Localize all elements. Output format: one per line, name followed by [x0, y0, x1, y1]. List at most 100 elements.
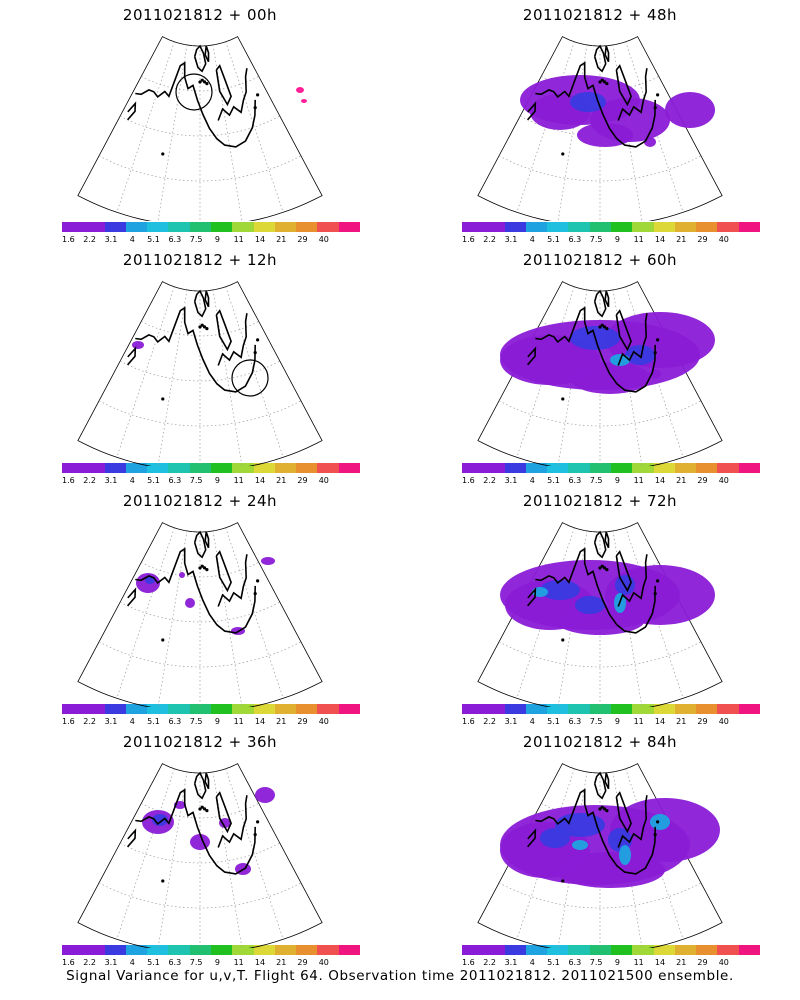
- colorbar-tick-label: 11: [633, 476, 644, 485]
- colorbar-tick-label: 5.1: [547, 235, 560, 244]
- colorbar-tick-label: 29: [697, 476, 708, 485]
- colorbar-segment: [125, 463, 148, 473]
- island: [653, 833, 657, 837]
- latitude-line: [498, 155, 702, 182]
- coastline: [615, 64, 632, 107]
- colorbar-segment: [125, 945, 148, 955]
- island: [600, 805, 604, 809]
- island: [602, 325, 607, 329]
- colorbar-tick-label: 2.2: [83, 235, 97, 244]
- coastline: [217, 554, 248, 607]
- coastline: [604, 531, 610, 549]
- island: [202, 325, 207, 329]
- colorbar-tick-label: 1.6: [62, 476, 75, 485]
- colorbar-tick-label: 21: [276, 717, 287, 726]
- colorbar-segment: [653, 945, 675, 955]
- colorbar-segment: [317, 704, 339, 714]
- island: [656, 338, 660, 342]
- colorbar-tick-label: 40: [318, 717, 329, 726]
- colorbar-tick-label: 4: [529, 476, 535, 485]
- colorbar-tick-label: 7.5: [189, 958, 203, 967]
- coastline: [217, 313, 248, 366]
- map: [477, 36, 723, 221]
- colorbar-tick-label: 7.5: [589, 476, 603, 485]
- colorbar-tick-label: 6.3: [168, 717, 182, 726]
- colorbar-tick-label: 3.1: [504, 958, 518, 967]
- colorbar-labels: 1.6 2.2 3.1 4 5.1 6.3 7.5 9 11 14 21 29 40: [456, 717, 766, 727]
- variance-area: [219, 818, 231, 828]
- colorbar-segment: [504, 704, 526, 714]
- colorbar-tick-label: 14: [654, 476, 666, 485]
- coastline: [135, 788, 256, 875]
- colorbar-tick-label: 14: [254, 476, 266, 485]
- colorbar-tick-label: 4: [129, 958, 135, 967]
- island: [253, 351, 257, 355]
- latitude-line: [498, 882, 702, 909]
- colorbar-tick-label: 3.1: [104, 958, 118, 967]
- colorbar-segment: [338, 945, 360, 955]
- colorbar-tick-label: 1.6: [62, 235, 75, 244]
- coastline: [617, 313, 648, 366]
- colorbar-tick-label: 29: [297, 476, 308, 485]
- colorbar-segment: [83, 222, 105, 232]
- colorbar-tick-label: 2.2: [483, 717, 497, 726]
- coastline: [593, 289, 607, 318]
- colorbar-tick-label: 14: [654, 958, 666, 967]
- coastline: [535, 547, 656, 634]
- island: [600, 323, 604, 327]
- colorbar-segment: [547, 704, 569, 714]
- colorbar-segment: [696, 222, 718, 232]
- meridian-line: [157, 289, 188, 466]
- colorbar-tick-label: 21: [676, 476, 687, 485]
- colorbar-tick-label: 6.3: [568, 235, 582, 244]
- variance-area: [190, 834, 210, 850]
- variance-area: [301, 99, 307, 103]
- colorbar-segment: [568, 222, 590, 232]
- colorbar-segment: [483, 945, 505, 955]
- colorbar-segment: [483, 463, 505, 473]
- colorbar-segment: [317, 222, 339, 232]
- island: [253, 592, 257, 596]
- island: [602, 807, 607, 811]
- colorbar-segment: [83, 463, 105, 473]
- colorbar-tick-label: 11: [233, 235, 244, 244]
- colorbar-tick-label: 2.2: [83, 717, 97, 726]
- colorbar-tick-label: 11: [233, 476, 244, 485]
- colorbar-segment: [462, 704, 484, 714]
- map-content: [77, 522, 323, 707]
- panel-00h: 2011021812 + 00h 1.6 2.2 3.1 4 5.1 6.3 7.5 9 11 1…: [0, 0, 400, 248]
- colorbar-segment: [104, 704, 126, 714]
- island: [161, 152, 165, 156]
- coastline: [135, 306, 256, 393]
- colorbar-tick-label: 9: [214, 958, 220, 967]
- map: [77, 522, 323, 707]
- colorbar-tick-label: 5.1: [147, 958, 160, 967]
- island: [200, 323, 204, 327]
- colorbar-tick-label: 1.6: [62, 958, 75, 967]
- variance-area: [644, 137, 656, 147]
- coastline: [126, 346, 137, 366]
- colorbar-tick-label: 21: [276, 958, 287, 967]
- colorbar-labels: 1.6 2.2 3.1 4 5.1 6.3 7.5 9 11 14 21 29 40: [56, 476, 366, 486]
- colorbar-segment: [483, 704, 505, 714]
- island: [202, 80, 207, 84]
- variance-area: [132, 341, 144, 349]
- colorbar-segment: [589, 945, 611, 955]
- colorbar-segment: [568, 704, 590, 714]
- colorbar-tick-label: 29: [297, 958, 308, 967]
- observation-circle: [231, 359, 269, 397]
- colorbar-segment: [62, 222, 84, 232]
- island: [600, 78, 604, 82]
- coastline: [615, 309, 632, 352]
- colorbar: [462, 222, 760, 232]
- colorbar-segment: [296, 945, 318, 955]
- colorbar-segment: [568, 463, 590, 473]
- colorbar-tick-label: 40: [718, 235, 729, 244]
- coastline: [193, 44, 207, 73]
- colorbar-segment: [674, 222, 697, 232]
- colorbar-segment: [696, 945, 718, 955]
- island: [202, 807, 207, 811]
- meridian-line: [157, 44, 188, 221]
- coastline: [135, 61, 256, 148]
- colorbar-labels: 1.6 2.2 3.1 4 5.1 6.3 7.5 9 11 14 21 29 40: [56, 958, 366, 968]
